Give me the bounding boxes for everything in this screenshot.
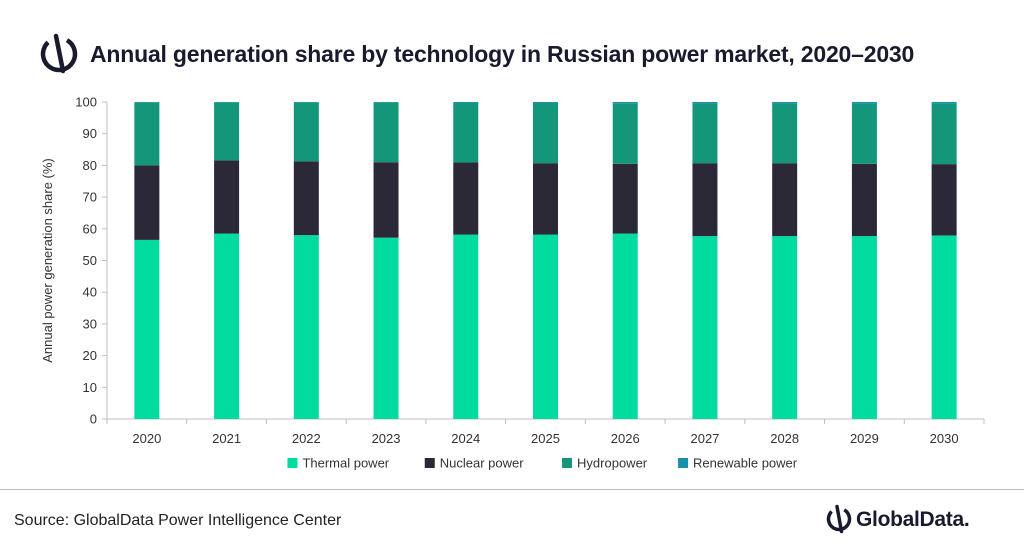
bar-segment-thermal-power <box>692 236 718 419</box>
bar-segment-thermal-power <box>851 236 877 419</box>
bar-segment-thermal-power <box>373 237 399 419</box>
legend-swatch-thermal-power <box>287 458 298 468</box>
bar-segment-hydropower <box>453 102 479 163</box>
globaldata-brand-icon <box>826 504 852 534</box>
x-tick-label: 2029 <box>850 431 879 446</box>
y-tick-label: 70 <box>83 190 97 205</box>
bar-segment-nuclear-power <box>612 163 638 234</box>
brand-name: GlobalData. <box>856 508 970 531</box>
bar-segment-thermal-power <box>612 233 638 419</box>
bar-segment-hydropower <box>692 103 718 164</box>
legend-label-renewable-power: Renewable power <box>693 456 798 471</box>
legend-label-nuclear-power: Nuclear power <box>440 456 524 471</box>
bar-segment-renewable-power <box>772 102 798 104</box>
bar-segment-hydropower <box>772 103 798 164</box>
bar-segment-nuclear-power <box>134 165 160 240</box>
x-tick-label: 2024 <box>451 431 480 446</box>
y-tick-label: 40 <box>83 285 97 300</box>
bar-segment-renewable-power <box>851 102 877 104</box>
x-tick-label: 2026 <box>611 431 640 446</box>
bar-segment-hydropower <box>931 103 957 165</box>
bar-segment-renewable-power <box>533 102 558 103</box>
bar-segment-renewable-power <box>931 102 957 104</box>
y-axis-title: Annual power generation share (%) <box>40 158 55 363</box>
x-tick-label: 2021 <box>212 431 241 446</box>
y-tick-label: 100 <box>75 95 97 110</box>
bar-segment-nuclear-power <box>692 163 718 237</box>
footer-divider <box>0 489 1024 490</box>
y-tick-label: 60 <box>83 221 97 236</box>
legend-label-thermal-power: Thermal power <box>302 456 389 471</box>
x-tick-label: 2020 <box>132 431 161 446</box>
bar-segment-thermal-power <box>214 233 240 419</box>
globaldata-logo-icon <box>40 33 78 74</box>
bar-segment-thermal-power <box>134 239 160 419</box>
bar-segment-renewable-power <box>453 102 479 103</box>
legend-swatch-nuclear-power <box>424 458 435 468</box>
bar-segment-nuclear-power <box>772 163 798 237</box>
bar-segment-nuclear-power <box>373 162 399 238</box>
y-tick-label: 90 <box>83 126 97 141</box>
bar-segment-nuclear-power <box>533 163 558 235</box>
bar-segment-hydropower <box>214 102 240 161</box>
x-tick-label: 2027 <box>690 431 719 446</box>
bar-segment-thermal-power <box>931 235 957 419</box>
legend-swatch-renewable-power <box>678 458 689 468</box>
bar-segment-hydropower <box>134 102 160 166</box>
y-tick-label: 0 <box>90 412 97 427</box>
x-tick-label: 2030 <box>930 431 959 446</box>
bar-segment-hydropower <box>533 102 558 164</box>
y-tick-label: 20 <box>83 348 97 363</box>
bar-segment-renewable-power <box>692 102 718 104</box>
y-tick-label: 50 <box>83 253 97 268</box>
bar-segment-nuclear-power <box>931 164 957 236</box>
bar-segment-nuclear-power <box>851 163 877 237</box>
bar-segment-hydropower <box>612 103 638 164</box>
bar-segment-hydropower <box>373 102 399 163</box>
bar-segment-thermal-power <box>533 234 558 419</box>
bar-segment-nuclear-power <box>293 161 319 236</box>
source-note: Source: GlobalData Power Intelligence Ce… <box>14 512 342 529</box>
bar-segment-thermal-power <box>293 235 319 419</box>
x-tick-label: 2028 <box>770 431 799 446</box>
x-tick-label: 2023 <box>372 431 401 446</box>
chart-header: Annual generation share by technology in… <box>0 0 1024 86</box>
chart-title: Annual generation share by technology in… <box>90 41 915 67</box>
y-tick-label: 30 <box>83 316 97 331</box>
y-tick-label: 80 <box>83 158 97 173</box>
legend-swatch-hydropower <box>562 458 573 468</box>
x-tick-label: 2022 <box>292 431 321 446</box>
bar-segment-thermal-power <box>772 236 798 419</box>
bar-segment-hydropower <box>851 103 877 164</box>
bar-segment-thermal-power <box>453 234 479 419</box>
bar-segment-renewable-power <box>612 102 638 104</box>
x-tick-label: 2025 <box>531 431 560 446</box>
bar-segment-nuclear-power <box>453 162 479 235</box>
bar-segment-hydropower <box>293 102 319 162</box>
legend-label-hydropower: Hydropower <box>577 456 648 471</box>
bar-segment-nuclear-power <box>214 160 240 234</box>
y-tick-label: 10 <box>83 380 97 395</box>
